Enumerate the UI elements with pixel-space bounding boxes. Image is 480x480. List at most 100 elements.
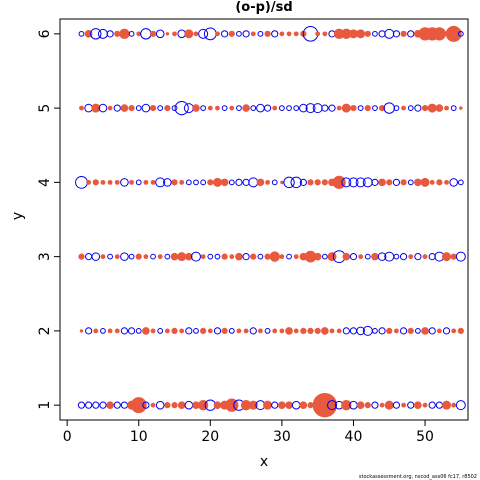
y-tick-label: 3 [37, 252, 53, 261]
positive-residual-point [321, 327, 329, 335]
positive-residual-point [386, 179, 393, 186]
positive-residual-point [315, 31, 321, 37]
positive-residual-point [384, 400, 394, 410]
negative-residual-point [184, 400, 194, 410]
positive-residual-point [200, 254, 206, 260]
positive-residual-point [91, 103, 101, 113]
positive-residual-point [379, 402, 385, 408]
positive-residual-point [120, 104, 129, 112]
positive-residual-point [79, 329, 84, 333]
positive-residual-point [414, 401, 422, 409]
negative-residual-point [257, 253, 264, 260]
positive-residual-point [336, 105, 342, 111]
positive-residual-point [150, 328, 156, 334]
positive-residual-point [265, 179, 270, 185]
positive-residual-point [177, 401, 186, 409]
positive-residual-point [356, 401, 365, 409]
positive-residual-point [240, 399, 252, 411]
negative-residual-point [435, 401, 443, 409]
positive-residual-point [250, 31, 256, 37]
positive-residual-point [192, 401, 200, 409]
negative-residual-point [128, 30, 135, 37]
negative-residual-point [407, 30, 415, 38]
positive-residual-point [171, 402, 178, 409]
positive-residual-point [329, 328, 335, 334]
negative-residual-point [457, 30, 464, 37]
positive-residual-point [258, 328, 263, 334]
positive-residual-point [142, 327, 150, 335]
negative-residual-point [328, 104, 336, 112]
positive-residual-point [107, 328, 113, 334]
positive-residual-point [341, 399, 352, 411]
positive-residual-point [172, 31, 177, 37]
positive-residual-point [164, 105, 171, 112]
positive-residual-point [114, 328, 120, 334]
positive-residual-point [250, 253, 257, 260]
negative-residual-point [120, 252, 129, 261]
positive-residual-point [400, 179, 407, 186]
negative-residual-point [327, 400, 337, 411]
negative-residual-point [150, 253, 156, 260]
positive-residual-point [157, 254, 163, 260]
positive-residual-point [293, 31, 299, 37]
positive-residual-point [193, 31, 199, 37]
negative-residual-point [85, 401, 93, 409]
negative-residual-point [77, 401, 86, 409]
positive-residual-point [269, 251, 280, 262]
positive-residual-point [401, 402, 406, 408]
positive-residual-point [358, 254, 364, 260]
y-tick-label: 1 [37, 401, 53, 410]
positive-residual-point [100, 254, 106, 260]
negative-residual-point [414, 327, 421, 334]
negative-residual-point [128, 253, 135, 260]
negative-residual-point [321, 104, 329, 112]
negative-residual-point [221, 30, 229, 38]
negative-residual-point [371, 178, 379, 186]
positive-residual-point [307, 402, 314, 409]
positive-residual-point [130, 397, 147, 414]
negative-residual-point [372, 327, 378, 334]
negative-residual-point [113, 401, 121, 409]
positive-residual-point [236, 328, 242, 334]
negative-residual-point [135, 327, 142, 334]
negative-residual-point [183, 103, 194, 114]
negative-residual-point [92, 401, 100, 409]
negative-residual-point [414, 104, 422, 112]
negative-residual-point [207, 253, 214, 260]
positive-residual-point [207, 179, 214, 186]
negative-residual-point [120, 327, 129, 335]
negative-residual-point [393, 105, 400, 112]
negative-residual-point [271, 401, 279, 409]
negative-residual-point [342, 327, 350, 335]
negative-residual-point [457, 179, 464, 186]
negative-residual-point [372, 105, 378, 112]
positive-residual-point [220, 178, 229, 187]
positive-residual-point [136, 31, 142, 37]
negative-residual-point [455, 251, 466, 262]
negative-residual-point [428, 401, 436, 409]
negative-residual-point [249, 327, 257, 335]
negative-residual-point [364, 253, 371, 260]
negative-residual-point [141, 103, 151, 113]
negative-residual-point [90, 28, 102, 40]
positive-residual-point [379, 105, 386, 112]
negative-residual-point [221, 105, 228, 112]
negative-residual-point [383, 102, 395, 114]
positive-residual-point [341, 28, 352, 40]
positive-residual-point [235, 252, 243, 261]
positive-residual-point [371, 252, 379, 261]
positive-residual-point [114, 179, 120, 185]
positive-residual-point [314, 327, 321, 334]
y-tick-label: 5 [37, 104, 53, 113]
negative-residual-point [185, 179, 192, 186]
positive-residual-point [279, 31, 285, 37]
negative-residual-point [248, 177, 259, 188]
positive-residual-point [378, 178, 386, 187]
positive-residual-point [457, 327, 464, 334]
positive-residual-point [184, 29, 194, 39]
negative-residual-point [213, 327, 222, 335]
positive-residual-point [314, 179, 321, 186]
negative-residual-point [174, 101, 189, 116]
negative-residual-point [257, 30, 264, 37]
